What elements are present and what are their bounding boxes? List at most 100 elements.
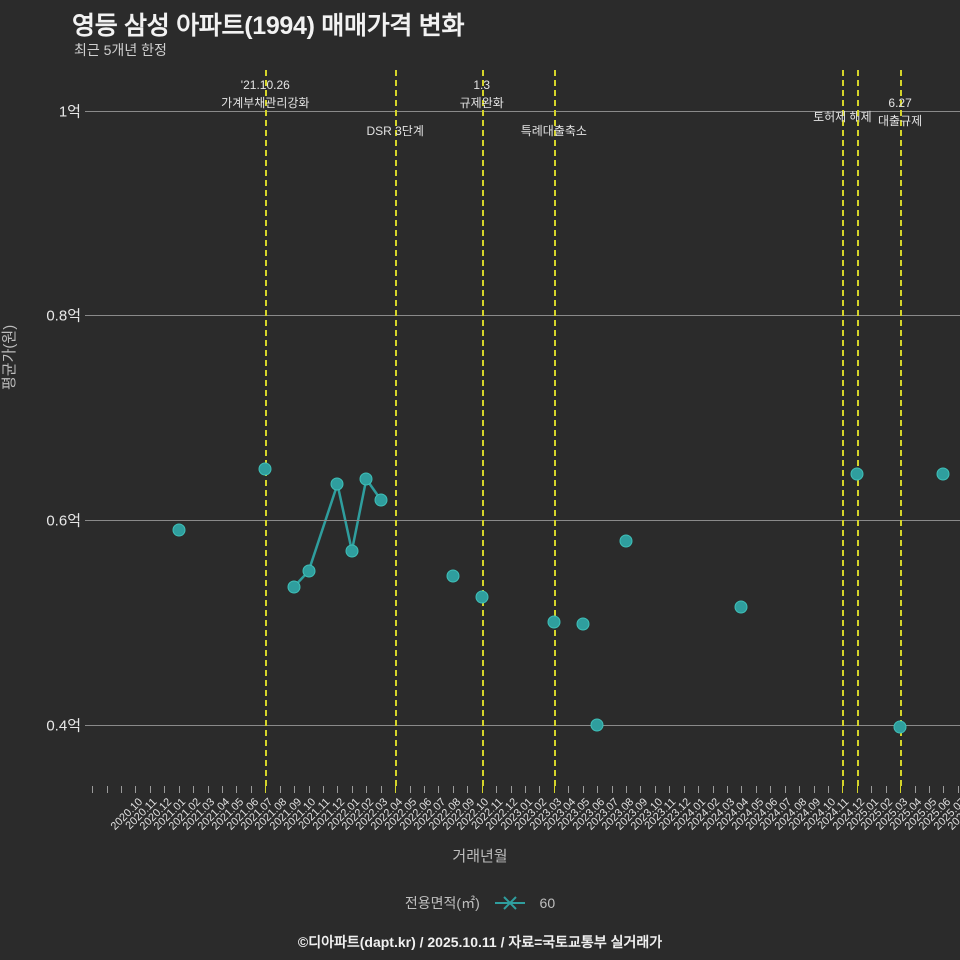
data-point[interactable] [330,477,344,491]
x-tick [496,786,498,793]
x-tick [236,786,238,793]
x-tick [510,786,512,793]
x-tick [452,786,454,793]
x-tick [698,786,700,793]
x-tick [957,786,959,793]
annotation-vline [900,70,903,786]
x-tick [827,786,829,793]
x-tick [481,786,483,793]
legend: 전용면적(㎡) 60 [0,893,960,913]
x-tick [553,786,555,793]
x-tick [784,786,786,793]
x-tick [539,786,541,793]
data-point[interactable] [936,467,950,481]
data-point[interactable] [893,720,907,734]
legend-marker-icon [493,895,527,911]
data-point[interactable] [576,617,590,631]
data-point[interactable] [359,472,373,486]
x-tick [525,786,526,793]
x-tick [799,786,801,793]
x-tick [92,786,94,793]
annotation-name-label: DSR 3단계 [366,124,424,138]
gridline [85,315,960,317]
x-tick [813,786,815,793]
x-tick [164,786,166,793]
annotation-name-label: 가계부채관리강화 [221,96,310,110]
x-tick [106,786,108,793]
data-point[interactable] [547,615,561,629]
x-tick [424,786,426,793]
x-tick [842,786,844,793]
annotation-date-label: 1.3 [473,78,491,92]
data-point[interactable] [287,580,301,594]
y-tick-label: 1억 [58,103,81,121]
gridline [85,724,960,726]
plot-area: 1억 0.8억 0.6억 0.4억 '21.10.26 가계부채관리강화 DSR 3단계 1.… [46,70,960,786]
x-tick [409,786,411,793]
annotation-date-label: '21.10.26 [240,78,290,92]
x-tick [625,786,627,793]
y-tick-label: 0.8억 [46,307,81,325]
x-tick [380,786,382,793]
x-axis: 2020.10 2020.11 2020.12 2021.01 2021.02 2021.… [85,786,960,856]
annotation-vline [265,70,268,786]
data-point[interactable] [258,462,272,476]
x-tick [928,786,930,793]
y-axis-label: 평균가(원) [1,324,18,390]
x-tick [640,786,642,793]
x-tick [654,786,656,793]
annotation-vline [842,70,845,786]
data-point[interactable] [446,569,460,583]
x-tick [135,786,137,793]
x-tick [712,786,714,793]
annotation-vline [553,70,556,786]
x-tick [683,786,685,793]
x-tick [669,786,671,793]
annotation-vline [481,70,484,786]
legend-title: 전용면적(㎡) [404,895,480,911]
x-tick [871,786,873,793]
x-tick [726,786,728,793]
x-tick [351,786,353,793]
x-tick [149,786,151,793]
footer-credit: ©디아파트(dapt.kr) / 2025.10.11 / 자료=국토교통부 실… [297,934,663,950]
x-tick [395,786,397,793]
x-tick [914,786,916,793]
data-point[interactable] [374,493,388,507]
x-axis-label: 거래년월 [452,848,508,865]
page-title: 영등 삼성 아파트(1994) 매매가격 변화 [72,12,465,40]
series-line-path [293,476,382,588]
x-tick [207,786,209,793]
data-point[interactable] [172,523,186,537]
data-point[interactable] [734,600,748,614]
data-point[interactable] [850,467,864,481]
x-tick [294,786,296,793]
x-tick [943,786,945,793]
x-tick [597,786,599,793]
x-tick [308,786,310,793]
x-tick [741,786,743,793]
x-tick [755,786,757,793]
data-point[interactable] [475,590,489,604]
annotation-vline [856,70,859,786]
data-point[interactable] [619,534,633,547]
annotation-name-label: 대출규제 [877,114,923,128]
data-point[interactable] [590,718,604,732]
x-tick [337,786,339,793]
x-tick [193,786,195,793]
data-point[interactable] [302,564,316,578]
x-tick [265,786,267,793]
x-tick [323,786,325,793]
x-tick [568,786,570,793]
legend-entry-60: 60 [539,895,556,911]
data-point[interactable] [345,544,359,558]
x-tick [582,786,584,793]
x-tick [250,786,252,793]
x-tick [438,786,440,793]
x-tick [222,786,224,793]
x-tick [770,786,772,793]
x-tick [611,786,613,793]
x-tick [856,786,858,793]
annotation-date-label: 6.27 [888,96,912,110]
x-tick [366,786,368,793]
